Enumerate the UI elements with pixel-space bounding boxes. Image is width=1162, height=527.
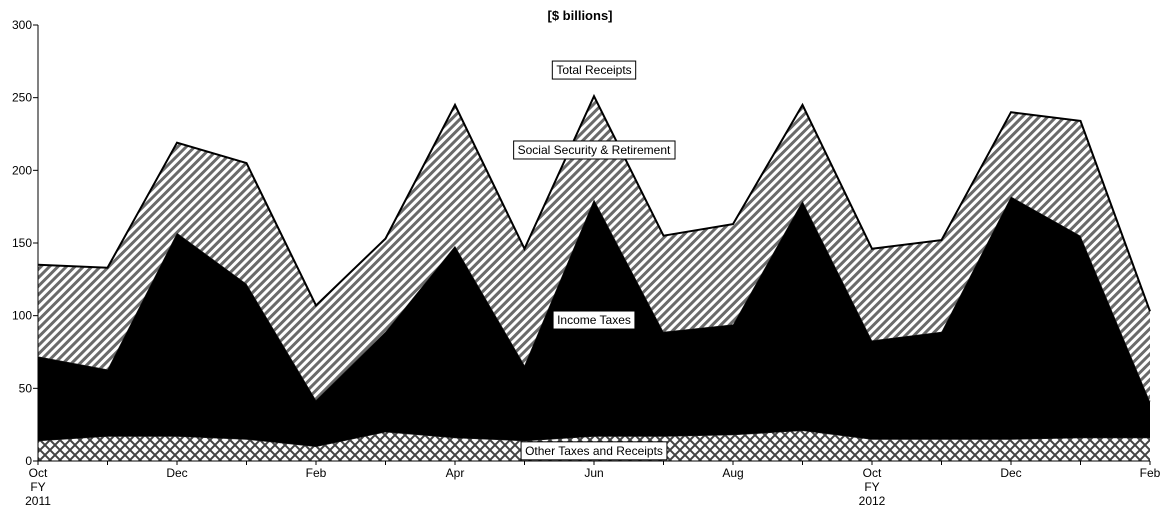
label-text: Income Taxes [557,313,631,327]
label-box [551,60,637,80]
label-box [513,140,676,160]
label-income-taxes: Income Taxes [552,310,636,330]
label-box [520,441,668,461]
y-tick-label: 50 [19,381,33,395]
label-other-taxes-and-receipts: Other Taxes and Receipts [520,441,668,461]
label-total-receipts: Total Receipts [551,60,637,80]
area-social-security-retirement [38,96,1150,402]
y-tick-label: 100 [12,309,32,323]
x-tick-label: Oct FY 2012 [859,466,886,508]
label-text: Social Security & Retirement [518,143,671,157]
x-tick-label: Oct FY 2011 [25,466,51,508]
axes: 0 50 100 150 200 250 300 Oct FY 2011 Dec Feb Apr Jun A… [12,18,1161,508]
annotation-labels: Total Receipts Social Security & Retireme… [513,60,676,461]
x-tick-label: Feb [1140,466,1161,480]
x-tick-label: Dec [1000,466,1021,480]
y-tick-label: 150 [12,236,32,250]
y-tick-label: 0 [25,454,32,468]
x-tick-label: Aug [722,466,743,480]
y-tick-label: 200 [12,163,32,177]
y-tick-label: 300 [12,18,32,32]
label-box [552,310,636,330]
chart-title: [$ billions] [548,8,613,23]
x-tick-label: Apr [446,466,465,480]
y-tick-label: 250 [12,91,32,105]
label-social-security-retirement: Social Security & Retirement [513,140,676,160]
x-tick-label: Dec [166,466,187,480]
label-text: Other Taxes and Receipts [525,444,663,458]
line-social-security-retirement [37,93,1151,312]
x-tick-label: Jun [584,466,603,480]
x-tick-label: Feb [306,466,327,480]
label-text: Total Receipts [556,63,631,77]
